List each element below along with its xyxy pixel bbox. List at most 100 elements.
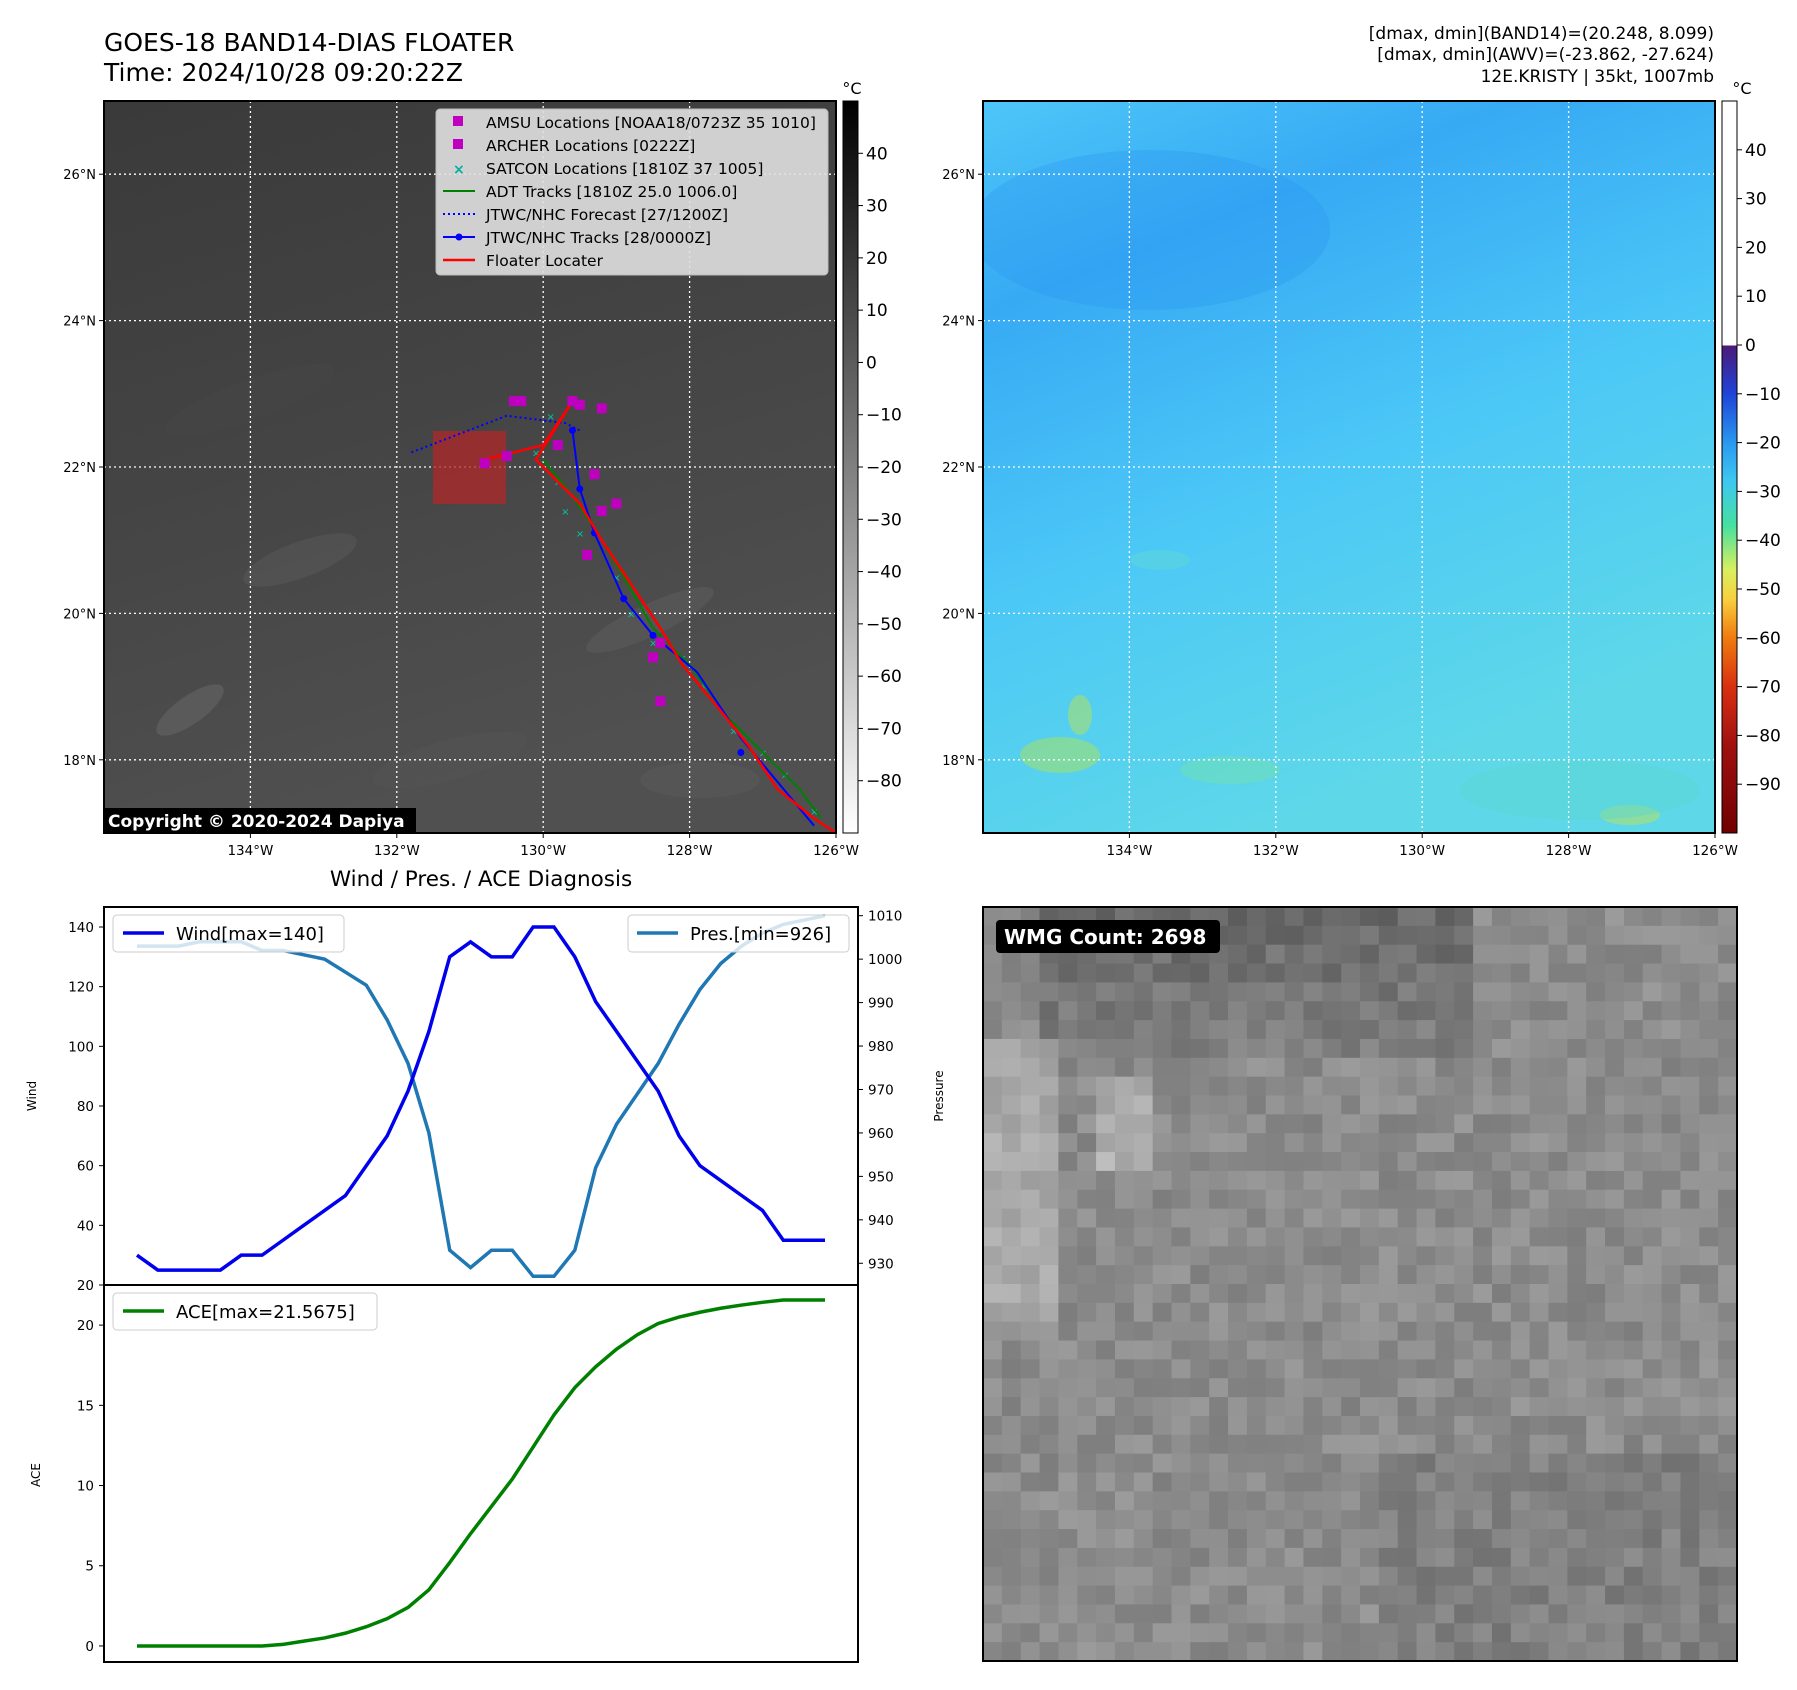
wmg-pixel: [1190, 1302, 1210, 1323]
wmg-pixel: [1416, 1547, 1436, 1568]
wmg-pixel: [1454, 1302, 1474, 1323]
wmg-pixel: [1397, 1284, 1418, 1304]
wmg-pixel: [1209, 1302, 1229, 1323]
wmg-pixel: [1114, 1133, 1135, 1153]
wmg-pixel: [1661, 1227, 1681, 1247]
wmg-pixel: [1303, 925, 1323, 946]
wmg-pixel: [1039, 1453, 1059, 1473]
wmg-pixel: [1303, 1133, 1323, 1153]
wmg-pixel: [1435, 1227, 1455, 1247]
wmg-pixel: [1661, 1378, 1681, 1398]
wmg-pixel: [1114, 1547, 1135, 1568]
wmg-pixel: [1586, 1491, 1606, 1511]
wmg-pixel: [1623, 1604, 1644, 1624]
wmg-pixel: [1114, 1020, 1135, 1040]
wmg-pixel: [1605, 944, 1625, 965]
wmg-pixel: [1473, 1265, 1493, 1285]
wmg-pixel: [1661, 1415, 1681, 1436]
wmg-pixel: [1699, 1095, 1719, 1115]
wmg-pixel: [1039, 1585, 1059, 1605]
wmg-pixel: [1228, 1510, 1248, 1530]
wmg-pixel: [1548, 1359, 1568, 1379]
wmg-pixel: [983, 1585, 1003, 1605]
amsu-archer-marker: [567, 396, 578, 407]
wmg-pixel: [1265, 1378, 1286, 1398]
wmg-pixel: [1190, 1020, 1210, 1040]
wmg-pixel: [1228, 1227, 1248, 1247]
legend-archer-marker: [453, 139, 463, 149]
wmg-pixel: [1491, 1302, 1512, 1323]
wmg-pixel: [1416, 1265, 1436, 1285]
wmg-pixel: [1360, 1170, 1380, 1191]
wmg-pixel: [1454, 1114, 1474, 1134]
wind-tick-label: 80: [77, 1099, 94, 1115]
wmg-pixel: [1058, 1208, 1078, 1228]
wmg-pixel: [1303, 944, 1323, 965]
wmg-pixel: [1265, 1566, 1286, 1587]
colorbar-tick-label: −20: [1745, 434, 1781, 454]
wmg-pixel: [1491, 1623, 1512, 1643]
wmg-pixel: [1133, 1170, 1154, 1191]
wmg-pixel: [1435, 1510, 1455, 1530]
wmg-pixel: [1265, 1529, 1286, 1549]
wmg-pixel: [1190, 1529, 1210, 1549]
wmg-pixel: [1567, 1321, 1587, 1342]
wmg-pixel: [1171, 1434, 1191, 1455]
wmg-pixel: [1152, 1076, 1172, 1096]
wmg-pixel: [1246, 1378, 1267, 1398]
wmg-pixel: [1246, 1265, 1267, 1285]
wmg-pixel: [1171, 1340, 1191, 1360]
wmg-pixel: [1152, 1133, 1172, 1153]
wmg-pixel: [1114, 1321, 1135, 1342]
wmg-pixel: [1001, 1604, 1022, 1624]
wmg-pixel: [1548, 1001, 1568, 1021]
wmg-pixel: [1114, 982, 1135, 1002]
wmg-pixel: [1303, 1057, 1323, 1078]
wmg-pixel: [1642, 1038, 1663, 1059]
wmg-pixel: [1133, 1001, 1154, 1021]
wmg-pixel: [1435, 1152, 1455, 1172]
wmg-pixel: [1303, 1227, 1323, 1247]
wmg-pixel: [1077, 982, 1097, 1002]
wmg-pixel: [1190, 1453, 1210, 1473]
colorbar-tick-label: −80: [866, 772, 902, 792]
wmg-pixel: [1228, 1453, 1248, 1473]
wmg-pixel: [1341, 907, 1361, 927]
wmg-pixel: [1397, 1114, 1418, 1134]
wmg-pixel: [1397, 1076, 1418, 1096]
wmg-pixel: [1491, 925, 1512, 946]
wmg-pixel: [1661, 1246, 1681, 1266]
wmg-pixel: [1341, 1152, 1361, 1172]
wmg-pixel: [1246, 1340, 1267, 1360]
wmg-pixel: [1680, 1378, 1700, 1398]
wmg-pixel: [1454, 1566, 1474, 1587]
wmg-pixel: [1378, 1208, 1399, 1228]
wmg-pixel: [1303, 1642, 1323, 1661]
wmg-pixel: [1680, 1453, 1700, 1473]
wmg-pixel: [1133, 1284, 1154, 1304]
wmg-pixel: [1077, 963, 1097, 983]
wmg-pixel: [1378, 1547, 1399, 1568]
wmg-pixel: [1096, 1227, 1116, 1247]
wmg-pixel: [1114, 1095, 1135, 1115]
wmg-pixel: [1265, 1170, 1286, 1191]
satcon-marker: ×: [810, 807, 818, 818]
wmg-pixel: [1454, 1434, 1474, 1455]
wmg-pixel: [1001, 1378, 1022, 1398]
wmg-pixel: [1114, 1057, 1135, 1078]
wmg-pixel: [1360, 1340, 1380, 1360]
wmg-pixel: [983, 1415, 1003, 1436]
amsu-archer-marker: [655, 637, 666, 648]
wmg-pixel: [1077, 1095, 1097, 1115]
forecast-track: [411, 414, 581, 454]
wmg-pixel: [1416, 1246, 1436, 1266]
wmg-pixel: [1680, 944, 1700, 965]
wmg-pixel: [1586, 1038, 1606, 1059]
wmg-pixel: [983, 1321, 1003, 1342]
wmg-pixel: [1152, 1566, 1172, 1587]
ace-tick-label: 5: [85, 1559, 94, 1575]
wmg-pixel: [1303, 1189, 1323, 1210]
awv-colorbar-unit: °C: [1732, 79, 1751, 98]
ace-tick-label: 15: [77, 1398, 94, 1414]
wmg-pixel: [1699, 1321, 1719, 1342]
